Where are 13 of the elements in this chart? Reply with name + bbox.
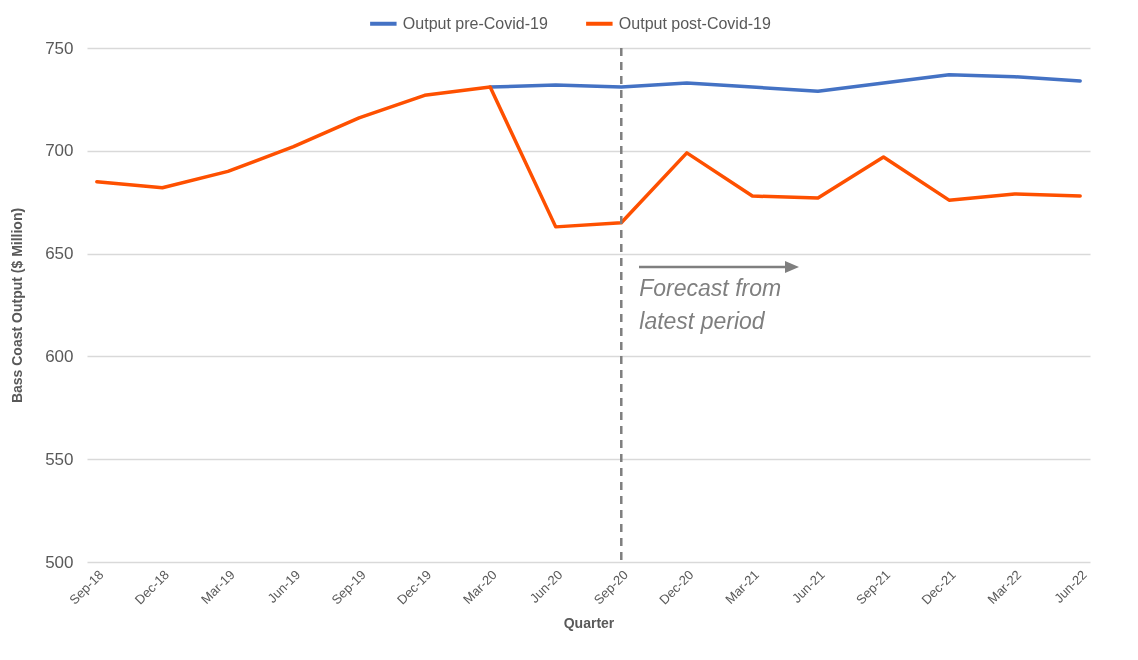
y-tick-label: 500 xyxy=(45,552,74,572)
y-axis-title: Bass Coast Output ($ Million) xyxy=(9,207,26,404)
annotation: Forecast from latest period xyxy=(639,275,782,334)
line-series xyxy=(95,85,1082,229)
legend-label: Output pre-Covid-19 xyxy=(402,14,548,32)
y-tick-label: 600 xyxy=(45,346,74,366)
legend-label: Output post-Covid-19 xyxy=(618,14,772,32)
x-axis-title: Quarter xyxy=(563,615,615,632)
y-tick-label: 750 xyxy=(45,38,74,58)
line-series xyxy=(488,72,1082,93)
y-tick-label: 650 xyxy=(45,244,74,264)
y-tick-label: 550 xyxy=(45,449,74,469)
y-tick-label: 700 xyxy=(45,141,74,161)
